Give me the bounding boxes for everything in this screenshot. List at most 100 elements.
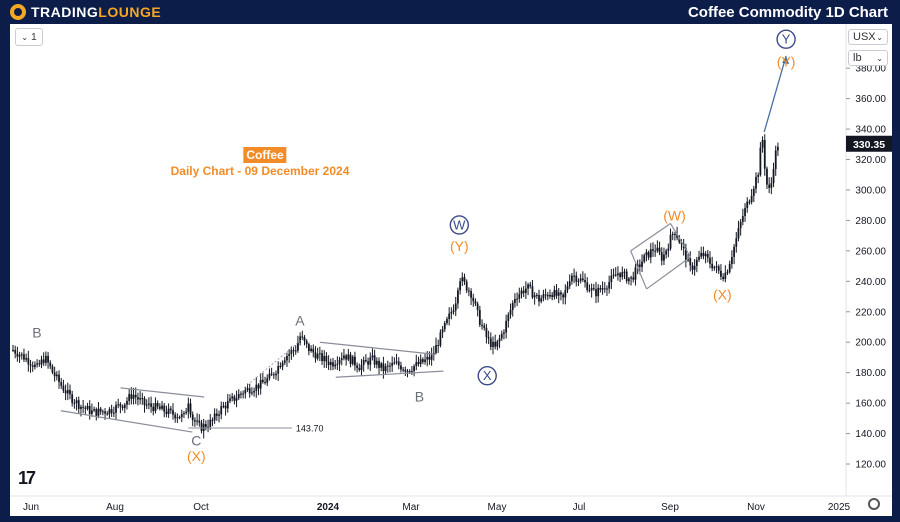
candle-body xyxy=(597,287,600,297)
candle-body xyxy=(529,284,532,287)
x-axis: Jun Aug Oct 2024 Mar May Jul Sep Nov 2025 xyxy=(23,502,851,513)
candle-body xyxy=(498,338,501,342)
unit-selector[interactable]: lb ⌄ xyxy=(848,50,888,66)
candle-body xyxy=(647,252,650,258)
candle-body xyxy=(737,228,740,239)
candle-body xyxy=(748,201,751,203)
candle-body xyxy=(23,354,25,360)
arrow-head-icon xyxy=(782,55,790,64)
triangle-line xyxy=(319,341,436,355)
candle-body xyxy=(667,248,670,251)
candle-body xyxy=(185,411,188,414)
currency-label: USX xyxy=(853,31,876,43)
candle-body xyxy=(332,362,334,367)
price-chart[interactable]: 143.70 120.00 140.00 160.00 180.00 200.00 220… xyxy=(10,24,892,516)
candle-body xyxy=(450,312,453,314)
candle-body xyxy=(728,264,731,272)
candle-body xyxy=(20,354,23,356)
candle-body xyxy=(695,259,698,266)
candle-body xyxy=(299,336,302,343)
candle-body xyxy=(674,233,676,235)
settings-icon[interactable] xyxy=(868,498,880,510)
candle-body xyxy=(382,363,385,372)
candle-body xyxy=(702,252,705,257)
candle-body xyxy=(211,419,214,421)
candle-body xyxy=(542,294,545,299)
candle-body xyxy=(327,361,330,365)
candle-body xyxy=(373,355,376,365)
candle-body xyxy=(303,337,306,342)
candle-body xyxy=(476,303,479,310)
candle-body xyxy=(367,361,369,365)
candle-body xyxy=(590,288,593,291)
candle-body xyxy=(643,255,646,262)
candle-body xyxy=(354,356,356,366)
candle-body xyxy=(579,278,582,281)
candle-body xyxy=(31,365,34,367)
candle-body xyxy=(397,361,400,366)
candle-body xyxy=(448,313,451,320)
candle-body xyxy=(706,253,709,258)
candle-body xyxy=(183,413,185,415)
x-tick-label: Jun xyxy=(23,502,39,513)
candle-body xyxy=(204,424,207,427)
candle-body xyxy=(645,252,648,256)
currency-selector[interactable]: USX ⌄ xyxy=(848,29,888,45)
candle-body xyxy=(693,265,696,270)
candle-body xyxy=(766,168,768,185)
candle-body xyxy=(246,388,249,390)
candle-body xyxy=(152,406,155,411)
candle-body xyxy=(338,359,341,364)
candle-body xyxy=(242,393,245,395)
candle-body xyxy=(310,348,312,352)
candle-body xyxy=(454,303,457,311)
candle-body xyxy=(253,390,255,393)
candle-body xyxy=(360,364,363,370)
candle-body xyxy=(194,420,196,422)
wave-circle xyxy=(477,366,497,386)
candle-body xyxy=(123,404,126,408)
candle-body xyxy=(520,290,523,295)
x-tick-label: Aug xyxy=(106,502,124,513)
candle-body xyxy=(623,271,626,273)
candle-body xyxy=(137,397,139,400)
candle-body xyxy=(305,341,308,345)
candle-body xyxy=(297,342,299,351)
candle-body xyxy=(66,389,69,394)
candle-body xyxy=(264,382,266,384)
candle-body xyxy=(156,402,159,407)
candle-body xyxy=(231,396,234,399)
candle-body xyxy=(172,410,174,415)
candle-body xyxy=(606,288,608,290)
candle-body xyxy=(459,281,462,291)
candle-body xyxy=(474,301,477,304)
candle-body xyxy=(16,353,19,357)
candle-body xyxy=(224,405,227,409)
candle-body xyxy=(329,362,332,365)
wave-label: (W) xyxy=(663,207,686,223)
candle-body xyxy=(218,414,220,416)
candle-body xyxy=(507,314,510,321)
candle-body xyxy=(566,286,569,291)
candle-body xyxy=(277,365,280,374)
candle-body xyxy=(546,295,549,297)
y-tick-label: 320.00 xyxy=(855,155,886,166)
candle-body xyxy=(652,249,654,251)
candle-body xyxy=(413,366,415,372)
candle-body xyxy=(69,389,71,395)
candle-body xyxy=(233,396,236,401)
y-tick-label: 280.00 xyxy=(855,216,886,227)
candle-body xyxy=(393,362,396,364)
y-tick-label: 140.00 xyxy=(855,429,886,440)
candle-body xyxy=(75,400,78,404)
candle-body xyxy=(663,254,665,261)
candle-body xyxy=(215,413,218,416)
candle-body xyxy=(489,338,492,347)
interval-selector[interactable]: ⌄ 1 xyxy=(15,28,43,46)
chart-title: Coffee xyxy=(243,147,287,163)
candle-body xyxy=(621,271,624,277)
candle-body xyxy=(777,146,779,151)
candle-body xyxy=(358,368,361,370)
candle-body xyxy=(261,379,264,383)
candle-body xyxy=(516,298,519,300)
